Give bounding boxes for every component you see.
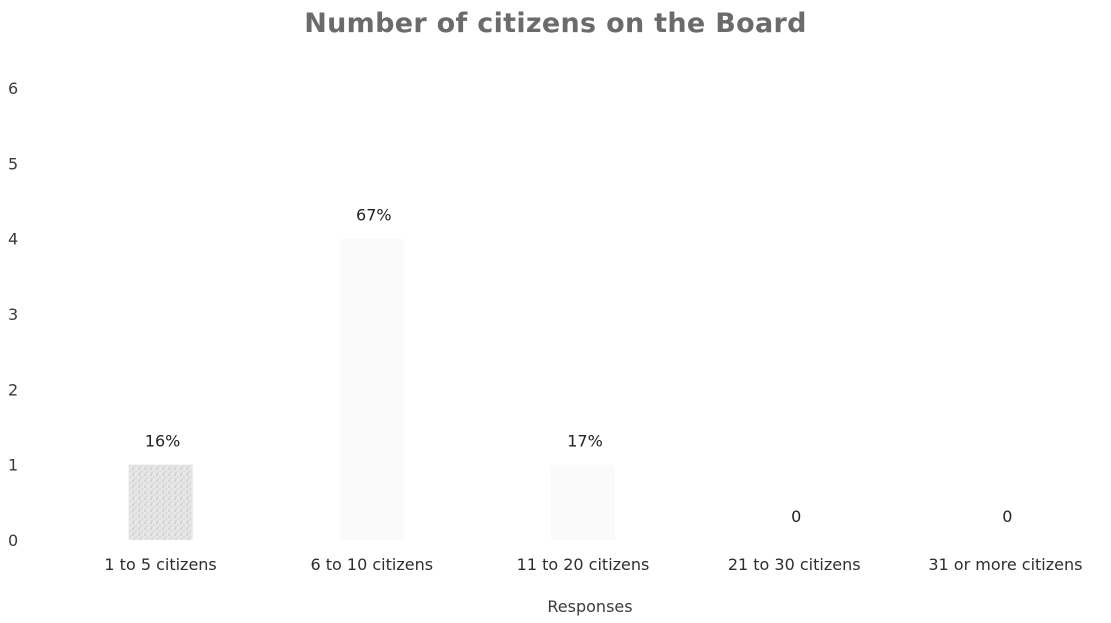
y-tick-label: 1 bbox=[8, 456, 18, 475]
y-axis-ticks: 0 1 2 3 4 5 6 bbox=[8, 79, 18, 550]
x-category-label: 21 to 30 citizens bbox=[728, 555, 861, 574]
data-label: 0 bbox=[1002, 507, 1012, 526]
data-label: 17% bbox=[567, 432, 603, 451]
data-label: 0 bbox=[791, 507, 801, 526]
y-tick-label: 6 bbox=[8, 79, 18, 98]
x-axis-title: Responses bbox=[547, 597, 632, 616]
data-label: 67% bbox=[356, 206, 392, 225]
bar bbox=[129, 465, 193, 540]
category-labels: 1 to 5 citizens 6 to 10 citizens 11 to 20 … bbox=[104, 555, 1082, 574]
y-tick-label: 3 bbox=[8, 305, 18, 324]
x-category-label: 11 to 20 citizens bbox=[517, 555, 650, 574]
x-category-label: 1 to 5 citizens bbox=[104, 555, 216, 574]
y-tick-label: 2 bbox=[8, 380, 18, 399]
y-tick-label: 5 bbox=[8, 154, 18, 173]
x-category-label: 6 to 10 citizens bbox=[311, 555, 434, 574]
bar bbox=[340, 239, 404, 540]
data-label: 16% bbox=[145, 432, 181, 451]
bar bbox=[551, 465, 615, 540]
y-tick-label: 4 bbox=[8, 230, 18, 249]
y-tick-label: 0 bbox=[8, 531, 18, 550]
x-category-label: 31 or more citizens bbox=[928, 555, 1082, 574]
bars bbox=[129, 239, 615, 540]
